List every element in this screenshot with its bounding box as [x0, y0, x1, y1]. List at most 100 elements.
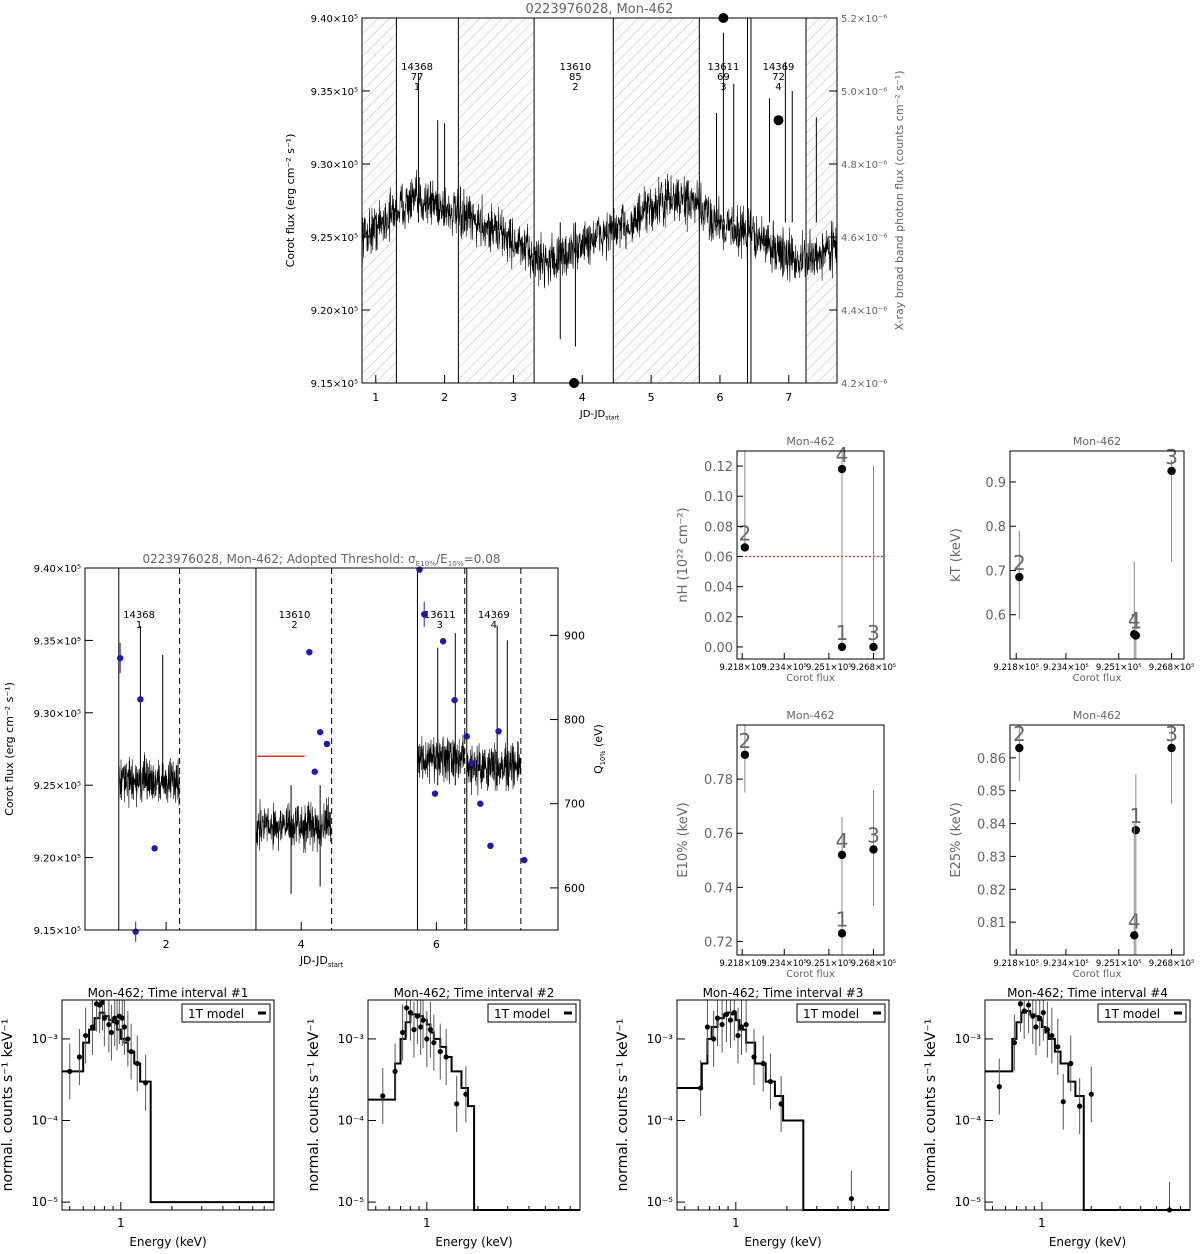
y-tick-label: 0.81	[977, 916, 1006, 931]
data-point	[740, 750, 750, 759]
y-tick-label: 0.78	[704, 773, 733, 788]
q10-point	[468, 760, 475, 767]
y-right-axis-label: Q10% (eV)	[592, 724, 607, 774]
spectrum-point	[698, 1085, 704, 1091]
spectrum-point	[1011, 1040, 1018, 1046]
y-tick-label: 0.12	[704, 460, 733, 475]
y-right-tick-label: 4.6×10⁻⁶	[841, 233, 887, 244]
point-label: 4	[1128, 608, 1141, 632]
legend-box	[487, 1003, 577, 1023]
y-tick-label: 0.00	[704, 641, 733, 656]
scatter-frame	[736, 724, 885, 956]
q10-point	[151, 845, 158, 852]
y-right-tick-label: 700	[564, 798, 585, 811]
y-tick-label: 10⁻⁵	[338, 1195, 365, 1209]
spectrum-point	[767, 1078, 774, 1085]
spectrum-panel-2: 1 10⁻⁵ 10⁻⁴ 10⁻³ Mon-462; Time interval #2 En…	[306, 986, 581, 1249]
y-axis-label: normal. counts s⁻¹ keV⁻¹	[306, 1019, 322, 1192]
spectrum-point	[114, 1019, 120, 1025]
data-point	[1131, 631, 1141, 640]
q10-point	[495, 728, 502, 735]
y-right-tick-label: 800	[564, 714, 585, 727]
y-tick-label: 10⁻⁴	[32, 1114, 59, 1128]
x-tick-label: 6	[433, 938, 440, 951]
corot-flux-segment	[255, 796, 332, 853]
spectrum-panel-4: 1 10⁻⁵ 10⁻⁴ 10⁻³ Mon-462; Time interval #4 En…	[923, 986, 1191, 1249]
spectrum-point	[420, 1017, 426, 1023]
spectrum-point	[106, 1021, 112, 1028]
spectrum-point	[424, 1036, 430, 1042]
x-tick-label: 7	[785, 391, 792, 404]
y-tick-label: 0.6	[985, 609, 1006, 624]
e10-panel: 2 4 1 3 9.218×10⁵9.234×10⁵9.251×10⁵9.268×10⁵…	[676, 709, 896, 980]
spectrum-point	[1033, 1024, 1039, 1030]
spectrum-point	[125, 1036, 131, 1042]
spectrum-point	[463, 1091, 469, 1097]
q10-point	[521, 856, 528, 864]
spectrum-point	[711, 1036, 717, 1042]
spectrum-point	[407, 1010, 413, 1016]
x-tick-label: 1	[1038, 1216, 1046, 1230]
spectrum-point	[134, 1060, 140, 1067]
spectrum-point	[1017, 1001, 1024, 1007]
spectrum-point	[1040, 1010, 1046, 1016]
y-tick-label: 9.20×10⁵	[311, 306, 358, 317]
spectrum-point	[1088, 1091, 1094, 1097]
spectrum-point	[418, 1024, 424, 1030]
q10-point	[316, 728, 324, 736]
segment-label: 14368	[401, 62, 433, 73]
spectrum-point	[454, 1101, 460, 1107]
spectrum-panel-1: 1 10⁻⁵ 10⁻⁴ 10⁻³ Mon-462; Time interval #1 En…	[0, 986, 275, 1249]
point-label: 4	[836, 829, 849, 853]
q10-point	[487, 842, 494, 850]
nh-panel: 2 4 1 3 9.218×10⁵9.234×10⁵9.251×10⁵9.268×10⁵…	[676, 435, 896, 684]
x-axis-label: Corot flux	[786, 673, 835, 684]
spectrum-point	[1037, 1015, 1043, 1021]
q10-point	[116, 654, 124, 662]
y-tick-label: 9.40×10⁵	[311, 14, 358, 25]
y-axis-label: normal. counts s⁻¹ keV⁻¹	[0, 1019, 16, 1192]
spectrum-panel-3: 1 10⁻⁵ 10⁻⁴ 10⁻³ Mon-462; Time interval #3 En…	[615, 986, 890, 1249]
y-tick-label: 0.82	[977, 883, 1006, 898]
spectrum-point	[76, 1054, 83, 1060]
x-tick-label: 9.234×10⁵	[1043, 663, 1089, 673]
chart-title: Mon-462; Time interval #1	[88, 986, 249, 1000]
segment-label: 77	[411, 72, 424, 83]
segment-label: 13611	[708, 62, 740, 73]
q10-point	[477, 800, 484, 807]
x-tick-label: 9.218×10⁵	[993, 959, 1039, 969]
spectrum-frame	[984, 999, 1191, 1211]
point-label: 1	[1129, 610, 1142, 634]
spectrum-point	[143, 1080, 149, 1086]
y-axis-label: E10% (keV)	[676, 802, 691, 877]
segment-label: 2	[291, 620, 297, 631]
y-axis-label: Corot flux (erg cm⁻² s⁻¹)	[284, 134, 297, 268]
x-tick-label: 1	[732, 1216, 740, 1230]
q10-frame	[84, 567, 559, 931]
scatter-frame	[736, 450, 885, 660]
legend-label: 1T model	[1104, 1007, 1160, 1021]
spectrum-point	[108, 1029, 115, 1036]
y-right-tick-label: 5.0×10⁻⁶	[841, 87, 887, 98]
model-step-line	[985, 1009, 1190, 1211]
data-point	[837, 642, 847, 652]
y-tick-label: 9.40×10⁵	[34, 564, 81, 575]
y-tick-label: 0.83	[977, 850, 1006, 865]
x-tick-label: 9.218×10⁵	[719, 959, 765, 969]
segment-label: 1	[136, 620, 142, 631]
data-point	[837, 850, 847, 860]
legend-label: 1T model	[803, 1007, 859, 1021]
spectrum-point	[1049, 1032, 1055, 1039]
y-tick-label: 10⁻³	[647, 1032, 674, 1046]
spectrum-frame	[61, 999, 275, 1211]
spectrum-point	[392, 1068, 398, 1074]
spectrum-point	[1055, 1044, 1061, 1050]
segment-label: 2	[572, 82, 578, 93]
x-tick-label: 1	[423, 1216, 431, 1230]
spectrum-point	[99, 999, 106, 1006]
chart-title: Mon-462	[786, 709, 834, 722]
point-label: 3	[1165, 445, 1178, 469]
x-tick-label: 9.218×10⁵	[719, 663, 765, 673]
y-tick-label: 9.30×10⁵	[311, 160, 358, 171]
